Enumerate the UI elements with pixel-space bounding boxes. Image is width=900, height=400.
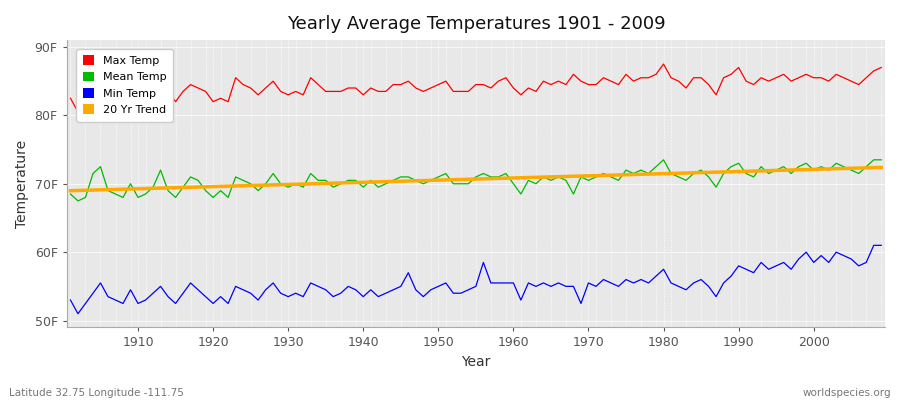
Legend: Max Temp, Mean Temp, Min Temp, 20 Yr Trend: Max Temp, Mean Temp, Min Temp, 20 Yr Tre…	[76, 48, 174, 122]
Y-axis label: Temperature: Temperature	[15, 140, 29, 228]
Text: Latitude 32.75 Longitude -111.75: Latitude 32.75 Longitude -111.75	[9, 388, 184, 398]
Text: worldspecies.org: worldspecies.org	[803, 388, 891, 398]
Title: Yearly Average Temperatures 1901 - 2009: Yearly Average Temperatures 1901 - 2009	[286, 15, 665, 33]
X-axis label: Year: Year	[461, 355, 491, 369]
